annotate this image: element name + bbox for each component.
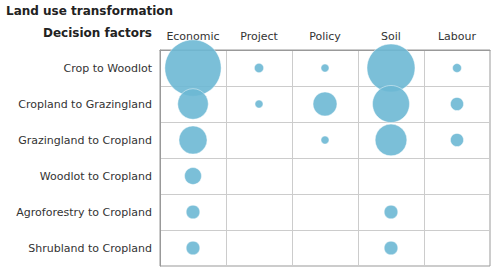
svg-text:Grazingland to Cropland: Grazingland to Cropland: [18, 134, 152, 147]
svg-text:Crop to Woodlot: Crop to Woodlot: [64, 62, 153, 75]
svg-text:Soil: Soil: [381, 30, 401, 43]
svg-text:Woodlot to Cropland: Woodlot to Cropland: [40, 170, 152, 183]
svg-text:Labour: Labour: [438, 30, 477, 43]
svg-text:Cropland to Grazingland: Cropland to Grazingland: [18, 98, 152, 111]
svg-text:Policy: Policy: [309, 30, 341, 43]
svg-text:Decision factors: Decision factors: [43, 26, 152, 40]
svg-text:Shrubland to Cropland: Shrubland to Cropland: [28, 242, 152, 255]
svg-text:Land use transformation: Land use transformation: [6, 4, 173, 18]
svg-text:Agroforestry to Cropland: Agroforestry to Cropland: [16, 206, 152, 219]
svg-text:Economic: Economic: [166, 30, 220, 43]
svg-text:Project: Project: [240, 30, 278, 43]
